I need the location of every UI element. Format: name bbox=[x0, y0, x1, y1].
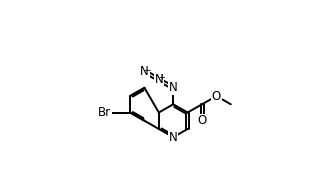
Text: N: N bbox=[169, 131, 178, 144]
Text: N: N bbox=[140, 65, 149, 78]
Text: O: O bbox=[212, 90, 221, 103]
Text: O: O bbox=[197, 114, 207, 127]
Text: N: N bbox=[169, 81, 178, 94]
Text: N: N bbox=[154, 73, 163, 86]
Text: −: − bbox=[143, 65, 151, 74]
Text: Br: Br bbox=[98, 106, 111, 119]
Text: +: + bbox=[158, 74, 165, 82]
